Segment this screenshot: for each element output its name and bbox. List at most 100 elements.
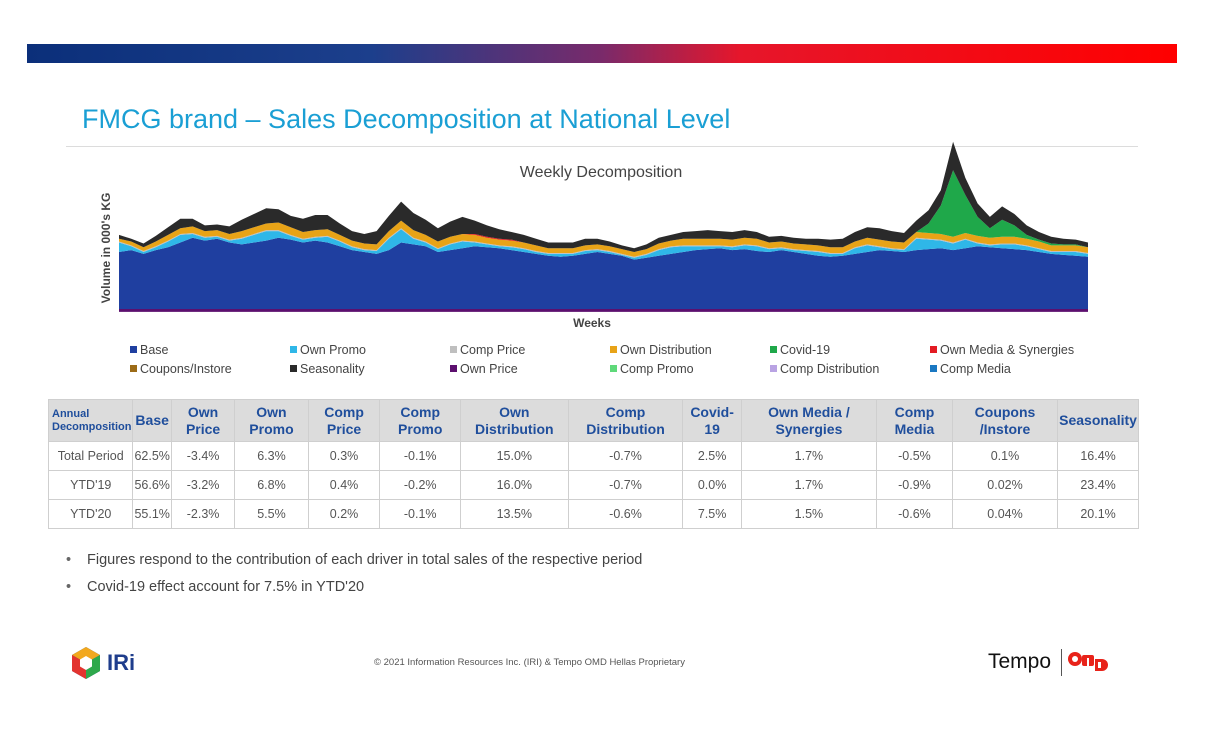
table-cell: 55.1%	[132, 499, 172, 529]
table-cell: YTD'20	[47, 499, 134, 529]
legend-swatch-icon	[930, 365, 937, 372]
table-cell: -3.2%	[170, 470, 236, 500]
legend-item: Base	[130, 343, 169, 357]
legend-item: Covid-19	[770, 343, 830, 357]
table-header-cell: Seasonality	[1057, 399, 1139, 442]
table-cell: 20.1%	[1057, 499, 1139, 529]
legend-item: Comp Media	[930, 362, 1011, 376]
legend-label: Seasonality	[300, 362, 365, 376]
table-cell: 1.7%	[740, 470, 878, 500]
table-header-cell: Own Distribution	[459, 399, 569, 442]
legend-label: Own Distribution	[620, 343, 712, 357]
table-cell: 0.4%	[307, 470, 381, 500]
list-item: • Figures respond to the contribution of …	[66, 552, 642, 579]
legend-item: Own Media & Synergies	[930, 343, 1074, 357]
chart-title: Weekly Decomposition	[520, 164, 682, 181]
notes-list: • Figures respond to the contribution of …	[66, 552, 642, 606]
omd-logo-icon	[1068, 652, 1108, 671]
legend-swatch-icon	[130, 365, 137, 372]
table-cell: 16.4%	[1057, 441, 1139, 471]
legend-label: Comp Price	[460, 343, 526, 357]
legend-item: Comp Promo	[610, 362, 694, 376]
table-header-cell: Comp Media	[876, 399, 953, 442]
table-cell: -0.6%	[567, 499, 684, 529]
table-cell: -0.7%	[567, 470, 684, 500]
legend-label: Comp Promo	[620, 362, 694, 376]
legend-swatch-icon	[450, 346, 457, 353]
table-cell: -3.4%	[170, 441, 236, 471]
table-cell: 6.3%	[234, 441, 309, 471]
area-series-own-distribution	[119, 220, 1088, 257]
chart-area-layer	[119, 141, 1088, 312]
table-cell: 16.0%	[459, 470, 569, 500]
logo-divider	[1061, 649, 1062, 676]
table-cell: 23.4%	[1057, 470, 1139, 500]
table-cell: -0.6%	[876, 499, 953, 529]
table-header-cell: Own Promo	[234, 399, 309, 442]
table-cell: 0.2%	[307, 499, 381, 529]
table-header-cell: Comp Distribution	[567, 399, 684, 442]
header-gradient-bar	[27, 44, 1177, 63]
table-cell: -2.3%	[170, 499, 236, 529]
note-text: Figures respond to the contribution of e…	[87, 552, 643, 568]
list-item: • Covid-19 effect account for 7.5% in YTD…	[66, 579, 642, 606]
legend-label: Comp Media	[940, 362, 1011, 376]
table-header-cell: Coupons /Instore	[951, 399, 1059, 442]
legend-item: Own Promo	[290, 343, 366, 357]
chart-y-axis-label: Volume in 000's KG	[99, 193, 113, 304]
legend-swatch-icon	[770, 365, 777, 372]
table-header-cell: Own Price	[170, 399, 236, 442]
table-header-cell: Own Media / Synergies	[740, 399, 878, 442]
legend-label: Own Price	[460, 362, 518, 376]
table-cell: 6.8%	[234, 470, 309, 500]
legend-swatch-icon	[450, 365, 457, 372]
table-cell: 13.5%	[459, 499, 569, 529]
legend-swatch-icon	[130, 346, 137, 353]
chart-x-axis-label: Weeks	[573, 316, 611, 330]
table-cell: 0.04%	[951, 499, 1059, 529]
table-cell: 0.1%	[951, 441, 1059, 471]
legend-label: Covid-19	[780, 343, 831, 357]
iri-logo-icon	[72, 647, 100, 679]
legend-item: Seasonality	[290, 362, 365, 376]
legend-label: Comp Distribution	[780, 362, 880, 376]
iri-logo-text: IRi	[107, 650, 136, 675]
table-cell: YTD'19	[47, 470, 134, 500]
legend-swatch-icon	[290, 365, 297, 372]
legend-label: Base	[140, 343, 169, 357]
legend-swatch-icon	[610, 365, 617, 372]
legend-item: Coupons/Instore	[130, 362, 232, 376]
table-cell: 5.5%	[234, 499, 309, 529]
annual-decomposition-table: Annual Decomposition Base Own Price Own …	[47, 399, 1139, 529]
table-header-cell: Annual Decomposition	[47, 399, 134, 442]
table-cell: 7.5%	[682, 499, 742, 529]
table-header-cell: Comp Price	[307, 399, 381, 442]
table-header-cell: Comp Promo	[379, 399, 461, 442]
bullet-icon: •	[66, 552, 72, 568]
legend-item: Own Distribution	[610, 343, 712, 357]
legend-label: Coupons/Instore	[140, 362, 232, 376]
copyright-text: © 2021 Information Resources Inc. (IRI) …	[374, 657, 685, 668]
table-header-cell: Covid-19	[682, 399, 742, 442]
table-cell: 2.5%	[682, 441, 742, 471]
table-cell: 56.6%	[132, 470, 172, 500]
table-header-cell: Base	[132, 399, 172, 442]
table-cell: 0.02%	[951, 470, 1059, 500]
table-row: YTD'20 55.1% -2.3% 5.5% 0.2% -0.1% 13.5%…	[47, 499, 1139, 529]
legend-item: Own Price	[450, 362, 518, 376]
legend-item: Comp Distribution	[770, 362, 879, 376]
table-cell: 1.7%	[740, 441, 878, 471]
table-cell: -0.2%	[379, 470, 461, 500]
legend-label: Own Promo	[300, 343, 366, 357]
table-cell: -0.7%	[567, 441, 684, 471]
title-divider	[66, 146, 1138, 147]
area-series-base	[119, 237, 1088, 309]
table-cell: -0.9%	[876, 470, 953, 500]
table-cell: 0.3%	[307, 441, 381, 471]
table-cell: -0.1%	[379, 499, 461, 529]
table-cell: -0.5%	[876, 441, 953, 471]
page-title: FMCG brand – Sales Decomposition at Nati…	[82, 104, 731, 134]
table-cell: 62.5%	[132, 441, 172, 471]
table-cell: -0.1%	[379, 441, 461, 471]
legend-swatch-icon	[290, 346, 297, 353]
